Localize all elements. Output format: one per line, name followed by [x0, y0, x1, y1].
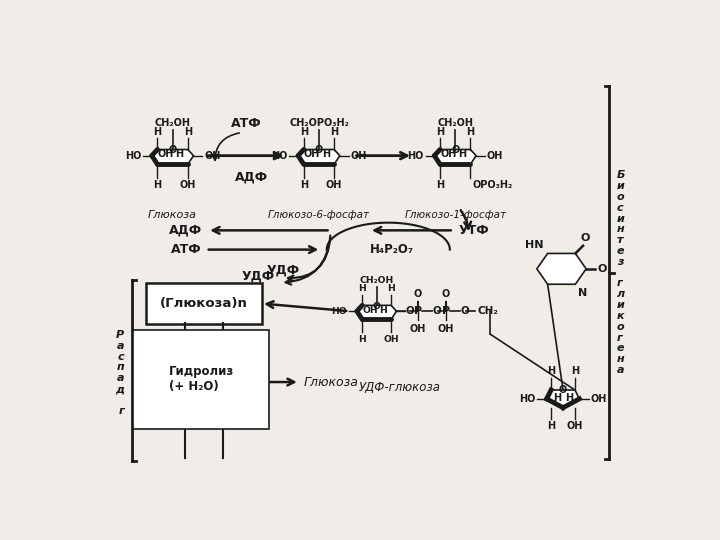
FancyBboxPatch shape	[146, 284, 262, 323]
Text: HO: HO	[408, 151, 423, 161]
Text: CH₂OPO₃H₂: CH₂OPO₃H₂	[289, 118, 349, 128]
Text: HO: HO	[331, 307, 346, 316]
Text: Р
а
с
п
а
д
 
г: Р а с п а д г	[115, 330, 124, 416]
Text: H: H	[467, 127, 474, 137]
Text: Гликоген: Гликоген	[176, 329, 233, 342]
Text: OH: OH	[410, 323, 426, 334]
Text: АДФ: АДФ	[235, 171, 269, 184]
Text: O: O	[581, 233, 590, 242]
Text: H: H	[571, 366, 579, 376]
Text: CH₂OH: CH₂OH	[359, 276, 394, 285]
Text: OH: OH	[304, 150, 320, 159]
Text: O: O	[559, 385, 567, 395]
Polygon shape	[434, 150, 476, 164]
Text: H: H	[330, 127, 338, 137]
Text: H: H	[300, 180, 307, 190]
Text: Глюкозо-6-фосфат: Глюкозо-6-фосфат	[268, 210, 370, 220]
Text: O: O	[373, 302, 381, 311]
Text: N: N	[577, 288, 587, 298]
Text: O: O	[451, 145, 459, 156]
Text: OH: OH	[567, 421, 583, 431]
Text: O: O	[441, 289, 450, 299]
Text: H: H	[564, 393, 572, 403]
Polygon shape	[537, 253, 586, 284]
Text: АДФ: АДФ	[168, 224, 202, 237]
Text: O: O	[460, 306, 469, 316]
Text: OH: OH	[326, 180, 342, 190]
Text: P: P	[414, 306, 422, 316]
Text: O: O	[414, 289, 422, 299]
Text: OH: OH	[362, 306, 378, 314]
Text: H: H	[458, 150, 466, 159]
Text: H: H	[547, 366, 555, 376]
Text: O: O	[598, 264, 607, 274]
Text: Гидролиз
(+ H₂O): Гидролиз (+ H₂O)	[168, 365, 234, 393]
Text: HO: HO	[125, 151, 141, 161]
Text: O: O	[405, 306, 415, 316]
Text: OH: OH	[383, 335, 399, 343]
Text: H: H	[436, 127, 444, 137]
Text: АТФ: АТФ	[171, 243, 202, 256]
Text: OH: OH	[590, 394, 607, 404]
Text: H: H	[322, 150, 330, 159]
Text: OPO₃H₂: OPO₃H₂	[472, 180, 513, 190]
Text: OH: OH	[180, 180, 196, 190]
Text: HO: HO	[519, 394, 536, 404]
Text: HO: HO	[271, 151, 287, 161]
Text: H: H	[379, 306, 387, 314]
Text: Б
и
о
с
и
н
т
е
з
 
г
л
и
к
о
г
е
н
а: Б и о с и н т е з г л и к о г е н а	[617, 171, 626, 375]
Text: OH: OH	[440, 150, 456, 159]
Text: OH: OH	[487, 151, 503, 161]
Text: OH: OH	[204, 151, 220, 161]
Text: H: H	[387, 284, 395, 293]
Polygon shape	[152, 150, 194, 164]
Text: H: H	[359, 284, 366, 293]
Text: H: H	[300, 127, 307, 137]
Text: CH₂OH: CH₂OH	[437, 118, 473, 128]
Text: O: O	[315, 145, 323, 156]
Text: H: H	[153, 127, 161, 137]
Text: H: H	[359, 335, 366, 343]
Text: УДФ: УДФ	[241, 270, 274, 283]
Text: O: O	[433, 306, 441, 316]
Text: H: H	[184, 127, 192, 137]
Text: H: H	[554, 393, 562, 403]
Text: УДФ: УДФ	[266, 264, 300, 277]
Text: H: H	[547, 421, 555, 431]
Text: H: H	[176, 150, 184, 159]
Text: CH₂: CH₂	[477, 306, 498, 316]
Text: OH: OH	[158, 150, 174, 159]
Text: HN: HN	[526, 240, 544, 249]
Text: O: O	[168, 145, 177, 156]
Text: АТФ: АТФ	[230, 117, 261, 130]
Text: Глюкоза: Глюкоза	[304, 375, 359, 389]
Text: H: H	[436, 180, 444, 190]
Text: УТФ: УТФ	[459, 224, 490, 237]
Text: H₄P₂O₇: H₄P₂O₇	[370, 243, 414, 256]
Text: УДФ-глюкоза: УДФ-глюкоза	[359, 381, 441, 394]
Text: CH₂OH: CH₂OH	[155, 118, 191, 128]
Text: P: P	[441, 306, 450, 316]
Text: Глюкозо-1-фосфат: Глюкозо-1-фосфат	[404, 210, 506, 220]
Text: OH: OH	[438, 323, 454, 334]
Text: (Глюкоза)n: (Глюкоза)n	[161, 297, 248, 310]
Text: H: H	[153, 180, 161, 190]
Text: Глюкоза: Глюкоза	[148, 210, 197, 220]
Text: OH: OH	[351, 151, 367, 161]
Polygon shape	[357, 305, 397, 319]
Polygon shape	[298, 150, 340, 164]
Polygon shape	[546, 390, 580, 408]
